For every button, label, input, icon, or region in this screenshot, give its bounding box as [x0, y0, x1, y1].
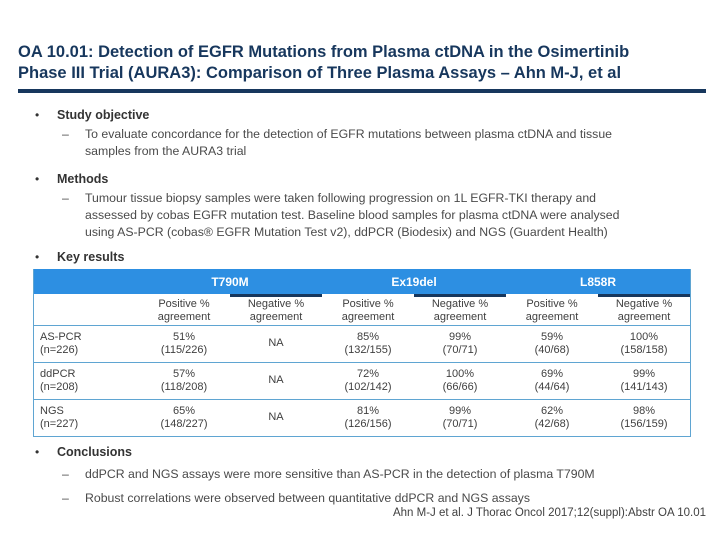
dash-icon: – [62, 127, 69, 141]
conclusion-item-2: – Robust correlations were observed betw… [62, 490, 530, 507]
page-title: OA 10.01: Detection of EGFR Mutations fr… [18, 42, 629, 84]
section-heading: Conclusions [57, 445, 133, 459]
bullet-icon: • [35, 172, 40, 186]
group-header-l858r: L858R [506, 269, 690, 297]
table-cell: 99% (70/71) [414, 399, 506, 436]
section-heading: Methods [57, 172, 109, 186]
table-cell: 81% (126/156) [322, 399, 414, 436]
bullet-icon: • [35, 445, 40, 459]
table-cell: 69% (44/64) [506, 362, 598, 399]
bullet-icon: • [35, 250, 40, 264]
table-cell: 57% (118/208) [138, 362, 230, 399]
table-corner-cell [34, 269, 138, 294]
table-cell: 59% (40/68) [506, 325, 598, 362]
row-label: ddPCR (n=208) [34, 362, 138, 399]
column-header: Negative % agreement [615, 297, 673, 324]
table-cell: 99% (141/143) [598, 362, 690, 399]
section-conclusions: • Conclusions [35, 443, 132, 461]
dash-icon: – [62, 191, 69, 205]
table-cell: 85% (132/155) [322, 325, 414, 362]
body-line: Tumour tissue biopsy samples were taken … [85, 191, 597, 205]
subheader-blank-cell [34, 294, 138, 325]
conclusion-item-1: – ddPCR and NGS assays were more sensiti… [62, 466, 595, 483]
column-header: Positive % agreement [157, 297, 211, 324]
title-line-1: OA 10.01: Detection of EGFR Mutations fr… [18, 43, 630, 61]
group-header-t790m: T790M [138, 269, 322, 297]
table-cell: 62% (42/68) [506, 399, 598, 436]
section-heading: Key results [57, 250, 125, 264]
table-cell: 98% (156/159) [598, 399, 690, 436]
citation: Ahn M-J et al. J Thorac Oncol 2017;12(su… [392, 507, 706, 519]
table-cell: 99% (70/71) [414, 325, 506, 362]
section-key-results: • Key results [35, 248, 124, 266]
table-cell: 51% (115/226) [138, 325, 230, 362]
section-study-objective: • Study objective [35, 106, 149, 124]
bullet-icon: • [35, 108, 40, 122]
group-label: Ex19del [391, 274, 437, 289]
results-table: T790M Ex19del L858R Positive % agreement … [33, 269, 691, 437]
dash-icon: – [62, 491, 69, 505]
title-line-2: Phase III Trial (AURA3): Comparison of T… [18, 64, 622, 82]
table-cell: 72% (102/142) [322, 362, 414, 399]
methods-item: – Tumour tissue biopsy samples were take… [62, 190, 620, 241]
column-header: Negative % agreement [247, 297, 305, 324]
table-cell: 100% (66/66) [414, 362, 506, 399]
table-cell: 65% (148/227) [138, 399, 230, 436]
table-cell: 100% (158/158) [598, 325, 690, 362]
body-line: assessed by cobas EGFR mutation test. Ba… [85, 208, 620, 222]
table-cell: NA [230, 362, 322, 399]
dash-icon: – [62, 467, 69, 481]
group-label: L858R [579, 274, 617, 289]
body-line: ddPCR and NGS assays were more sensitive… [85, 467, 595, 481]
row-label: AS-PCR (n=226) [34, 325, 138, 362]
column-header: Negative % agreement [431, 297, 489, 324]
column-header: Positive % agreement [525, 297, 579, 324]
row-label: NGS (n=227) [34, 399, 138, 436]
section-heading: Study objective [57, 108, 150, 122]
section-methods: • Methods [35, 170, 108, 188]
body-line: Robust correlations were observed betwee… [85, 491, 530, 505]
table-cell: NA [230, 325, 322, 362]
column-header: Positive % agreement [341, 297, 395, 324]
group-label: T790M [211, 274, 249, 289]
body-line: using AS-PCR (cobas® EGFR Mutation Test … [85, 225, 608, 239]
title-divider [18, 89, 706, 93]
study-objective-item: – To evaluate concordance for the detect… [62, 126, 612, 160]
body-line: To evaluate concordance for the detectio… [85, 127, 613, 141]
group-header-ex19del: Ex19del [322, 269, 506, 297]
table-cell: NA [230, 399, 322, 436]
body-line: samples from the AURA3 trial [85, 144, 247, 158]
